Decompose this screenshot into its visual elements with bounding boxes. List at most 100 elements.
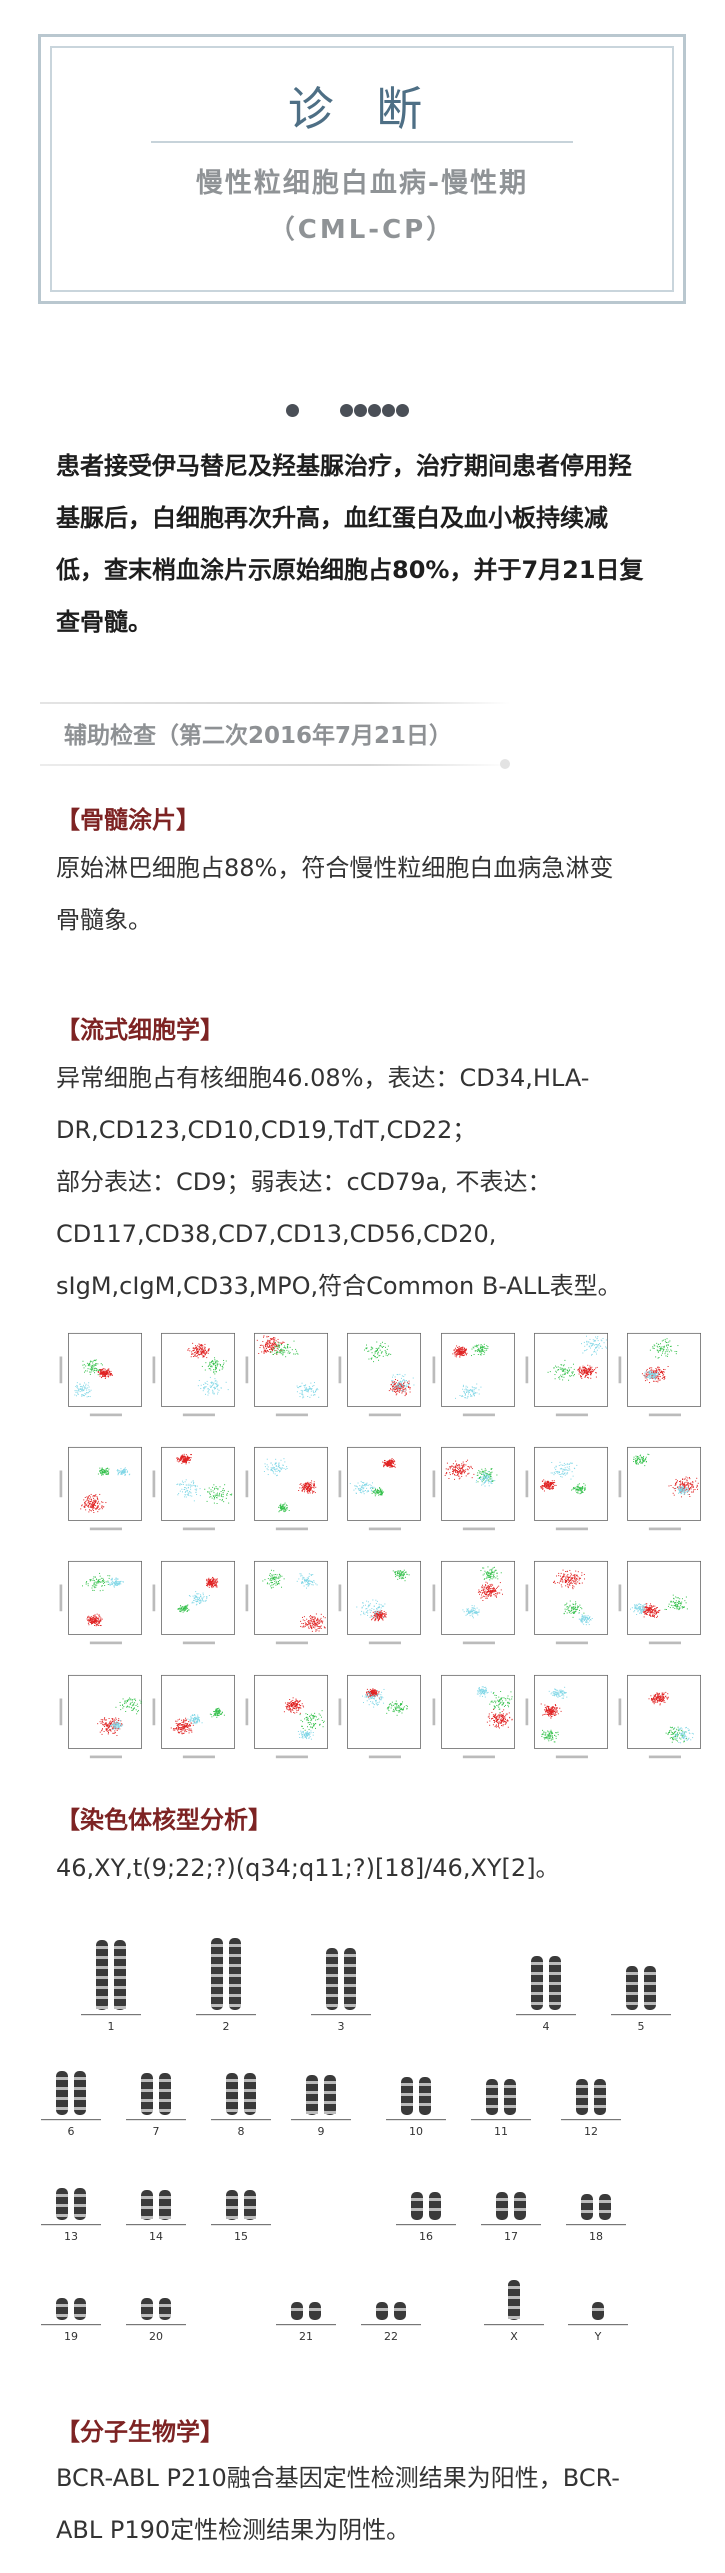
flow-scatter-panel — [245, 1332, 329, 1417]
dot-icon — [340, 404, 353, 417]
flow-scatter-panel — [59, 1674, 142, 1759]
molecular-line: BCR-ABL P210融合基因定性检测结果为阳性，BCR- — [56, 2464, 620, 2492]
chromosome-pair — [386, 2077, 446, 2121]
chromosome-pair — [396, 2192, 456, 2226]
chromosome-pair — [561, 2079, 621, 2121]
molecular-line: ABL P190定性检测结果为阴性。 — [56, 2516, 411, 2544]
diagnosis-frame: 诊 断 慢性粒细胞白血病-慢性期 （CML-CP） — [38, 34, 686, 304]
chromosome-pair — [41, 2298, 101, 2326]
aux-exam-title: 辅助检查（第二次2016年7月21日） — [64, 723, 453, 749]
chromosome-label: 12 — [584, 2125, 598, 2138]
chromosome-pair — [211, 2073, 271, 2121]
chromosome-pair — [126, 2073, 186, 2121]
chromosome-label: 9 — [318, 2125, 325, 2138]
chromosome-pair — [196, 1938, 256, 2016]
chromosome-label: 1 — [108, 2020, 115, 2033]
chromosome-pair — [126, 2298, 186, 2326]
chromosome-pair — [568, 2302, 628, 2326]
molecular-text: BCR-ABL P210融合基因定性检测结果为阳性，BCR- ABL P190定… — [56, 2452, 672, 2556]
flow-scatter-panel — [618, 1446, 701, 1531]
chromosome-pair — [276, 2302, 336, 2326]
case-summary: 患者接受伊马替尼及羟基脲治疗，治疗期间患者停用羟 基脲后，白细胞再次升高，血红蛋… — [56, 440, 676, 648]
chromosome-label: 22 — [384, 2330, 398, 2343]
flow-cytometry-plots — [56, 1322, 704, 1774]
chromosome-label: 2 — [223, 2020, 230, 2033]
flow-scatter-panel — [245, 1674, 329, 1759]
aux-exam-header: 辅助检查（第二次2016年7月21日） — [40, 702, 510, 769]
chromosome-pair — [41, 2188, 101, 2226]
diagnosis-subtitle-abbrev: （CML-CP） — [268, 215, 456, 245]
flow-scatter-panel — [432, 1674, 515, 1759]
flow-scatter-panel — [338, 1332, 422, 1417]
case-summary-line: 基脲后，白细胞再次升高，血红蛋白及血小板持续减 — [56, 504, 608, 532]
diagnosis-subtitle: 慢性粒细胞白血病-慢性期 — [195, 168, 529, 199]
dot-icon — [396, 404, 409, 417]
chromosome-label: 14 — [149, 2230, 163, 2243]
chromosome-pair — [516, 1956, 576, 2016]
dot-icon — [286, 404, 299, 417]
chromosome-pair — [81, 1940, 141, 2016]
flow-line: 部分表达：CD9；弱表达：cCD79a, 不表达： — [56, 1168, 552, 1196]
chromosome-label: 20 — [149, 2330, 163, 2343]
flow-scatter-panel — [152, 1332, 236, 1417]
chromosome-pair — [311, 1948, 371, 2016]
diagnosis-title: 诊 断 — [287, 82, 437, 136]
chromosome-pair — [361, 2302, 421, 2326]
flow-line: 异常细胞占有核细胞46.08%，表达：CD34,HLA- — [56, 1064, 590, 1092]
chromosome-pair — [471, 2079, 531, 2121]
bone-marrow-line: 骨髓象。 — [56, 906, 152, 934]
flow-text: 异常细胞占有核细胞46.08%，表达：CD34,HLA- DR,CD123,CD… — [56, 1052, 672, 1312]
flow-scatter-panel — [245, 1446, 329, 1531]
flow-line: sIgM,cIgM,CD33,MPO,符合Common B-ALL表型。 — [56, 1272, 622, 1300]
bone-marrow-line: 原始淋巴细胞占88%，符合慢性粒细胞白血病急淋变 — [56, 854, 614, 882]
case-summary-line: 低，查末梢血涂片示原始细胞占80%，并于7月21日复 — [56, 556, 644, 584]
flow-scatter-panel — [338, 1674, 422, 1759]
chromosome-label: 13 — [64, 2230, 78, 2243]
chromosome-label: X — [510, 2330, 518, 2343]
chromosome-pair — [211, 2190, 271, 2226]
flow-scatter-panel — [432, 1332, 515, 1417]
dot-icon — [354, 404, 367, 417]
chromosome-label: 15 — [234, 2230, 248, 2243]
flow-scatter-panel — [59, 1332, 142, 1417]
chromosome-label: 10 — [409, 2125, 423, 2138]
chromosome-label: 4 — [543, 2020, 550, 2033]
chromosome-label: 8 — [238, 2125, 245, 2138]
flow-scatter-panel — [618, 1674, 701, 1759]
flow-scatter-panel — [152, 1674, 236, 1759]
chromosome-label: 6 — [68, 2125, 75, 2138]
karyotype-result: 46,XY,t(9;22;?)(q34;q11;?)[18]/46,XY[2]。 — [56, 1854, 560, 1882]
aux-line-end-dot — [500, 759, 510, 769]
flow-scatter-panel — [338, 1446, 422, 1531]
chromosome-pair — [41, 2071, 101, 2121]
flow-scatter-panel — [525, 1560, 608, 1645]
case-summary-line: 查骨髓。 — [56, 608, 152, 636]
chromosome-label: 16 — [419, 2230, 433, 2243]
chromosome-label: 19 — [64, 2330, 78, 2343]
chromosome-label: Y — [594, 2330, 602, 2343]
chromosome-pair — [481, 2192, 541, 2226]
chromosome-label: 3 — [338, 2020, 345, 2033]
chromosome-label: 18 — [589, 2230, 603, 2243]
flow-scatter-panel — [152, 1446, 236, 1531]
karyotype-heading: 【染色体核型分析】 — [56, 1806, 272, 1834]
bone-marrow-heading: 【骨髓涂片】 — [56, 806, 200, 834]
flow-heading: 【流式细胞学】 — [56, 1016, 224, 1044]
flow-scatter-panel — [152, 1560, 236, 1645]
aux-line-top — [40, 702, 510, 704]
diagnosis-frame-inner — [50, 46, 674, 292]
flow-scatter-panel — [59, 1560, 142, 1645]
flow-scatter-panel — [432, 1560, 515, 1645]
flow-line: DR,CD123,CD10,CD19,TdT,CD22； — [56, 1116, 477, 1144]
aux-line-bottom — [40, 764, 510, 766]
diagnosis-divider — [151, 141, 573, 143]
chromosome-label: 21 — [299, 2330, 313, 2343]
flow-scatter-panel — [618, 1332, 701, 1417]
bone-marrow-text: 原始淋巴细胞占88%，符合慢性粒细胞白血病急淋变 骨髓象。 — [56, 842, 672, 946]
flow-scatter-panel — [525, 1332, 608, 1417]
chromosome-label: 17 — [504, 2230, 518, 2243]
chromosome-pair — [126, 2190, 186, 2226]
flow-scatter-panel — [618, 1560, 701, 1645]
flow-line: CD117,CD38,CD7,CD13,CD56,CD20, — [56, 1220, 497, 1248]
